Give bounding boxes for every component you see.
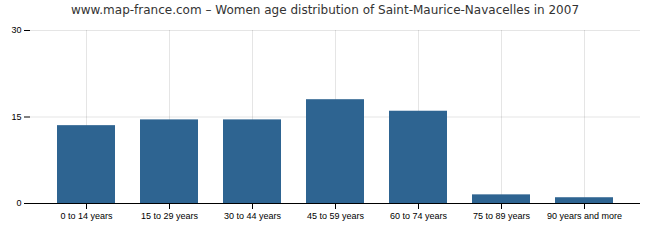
- svg-text:90 years and more: 90 years and more: [547, 211, 622, 221]
- html-text:www.map-france.com – Women age: www.map-france.com – Women age distribut…: [71, 3, 579, 17]
- svg-text:30: 30: [11, 25, 21, 35]
- svg-text:15 to 29 years: 15 to 29 years: [141, 211, 199, 221]
- svg-text:60 to 74 years: 60 to 74 years: [390, 211, 448, 221]
- svg-text:0: 0: [16, 198, 21, 208]
- svg-text:45 to 59 years: 45 to 59 years: [307, 211, 365, 221]
- svg-text:15: 15: [11, 112, 21, 122]
- svg-text:75 to 89 years: 75 to 89 years: [473, 211, 531, 221]
- svg-text:30 to 44 years: 30 to 44 years: [224, 211, 282, 221]
- svg-text:0 to 14 years: 0 to 14 years: [60, 211, 113, 221]
